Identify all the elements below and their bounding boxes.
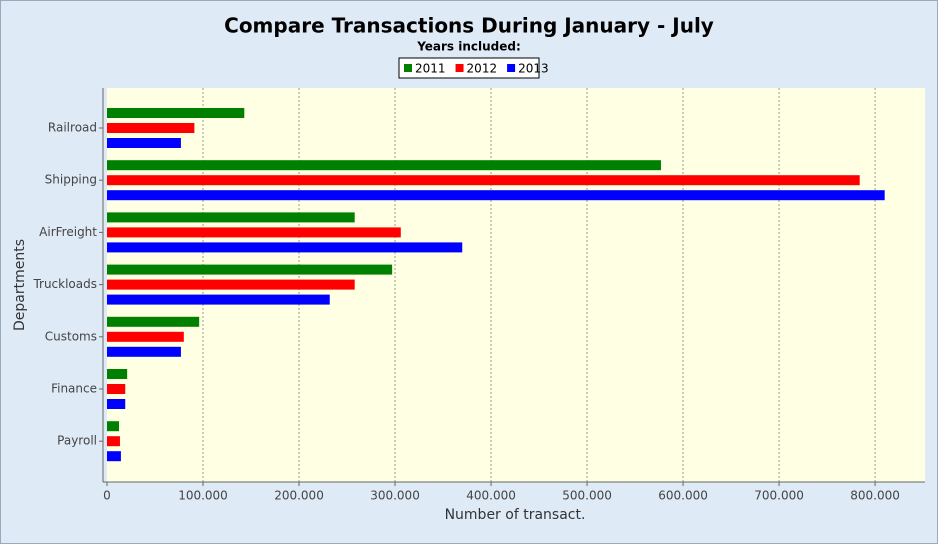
bar bbox=[107, 123, 195, 133]
bar bbox=[107, 264, 393, 275]
y-tick-label: Railroad bbox=[48, 121, 97, 135]
bar bbox=[107, 227, 401, 238]
legend-swatch bbox=[455, 64, 464, 72]
bar bbox=[107, 212, 355, 223]
bar bbox=[107, 175, 860, 186]
bar bbox=[107, 279, 355, 290]
chart-title: Compare Transactions During January - Ju… bbox=[224, 14, 714, 38]
x-tick-label: 500.000 bbox=[562, 489, 612, 503]
y-tick-label: Finance bbox=[51, 382, 97, 396]
legend-label: 2012 bbox=[467, 62, 498, 76]
bar bbox=[107, 316, 200, 327]
bar bbox=[107, 369, 128, 379]
bar bbox=[107, 108, 245, 118]
subtitle: Years included: bbox=[416, 40, 521, 54]
x-tick-label: 200.000 bbox=[274, 489, 324, 503]
x-tick-label: 400.000 bbox=[466, 489, 516, 503]
x-tick-label: 300.000 bbox=[370, 489, 420, 503]
legend-swatch bbox=[404, 64, 412, 72]
y-tick-label: Payroll bbox=[57, 434, 97, 448]
bar bbox=[107, 294, 330, 305]
bar bbox=[107, 346, 181, 357]
bar bbox=[107, 384, 126, 394]
x-tick-label: 100.000 bbox=[178, 489, 228, 503]
y-tick-label: Shipping bbox=[45, 173, 97, 187]
legend-swatch bbox=[507, 64, 516, 72]
x-axis-label: Number of transact. bbox=[445, 507, 586, 523]
bar bbox=[107, 138, 181, 148]
bar bbox=[107, 190, 885, 201]
y-tick-label: Customs bbox=[45, 329, 97, 343]
x-tick-label: 800.000 bbox=[850, 489, 900, 503]
x-tick-label: 600.000 bbox=[658, 489, 708, 503]
bar bbox=[107, 436, 120, 447]
y-axis-label: Departments bbox=[12, 239, 28, 331]
legend-box bbox=[398, 57, 540, 79]
bar bbox=[107, 421, 120, 432]
legend-label: 2013 bbox=[518, 62, 549, 76]
bar bbox=[107, 331, 184, 342]
legend-label: 2011 bbox=[415, 62, 446, 76]
bar bbox=[107, 160, 661, 171]
y-tick-label: AirFreight bbox=[39, 225, 97, 239]
x-tick-label: 0 bbox=[103, 489, 111, 503]
y-tick-label: Truckloads bbox=[32, 277, 97, 291]
x-tick-label: 700.000 bbox=[754, 489, 804, 503]
bar bbox=[107, 451, 121, 462]
bar bbox=[107, 242, 463, 253]
bar bbox=[107, 399, 126, 409]
